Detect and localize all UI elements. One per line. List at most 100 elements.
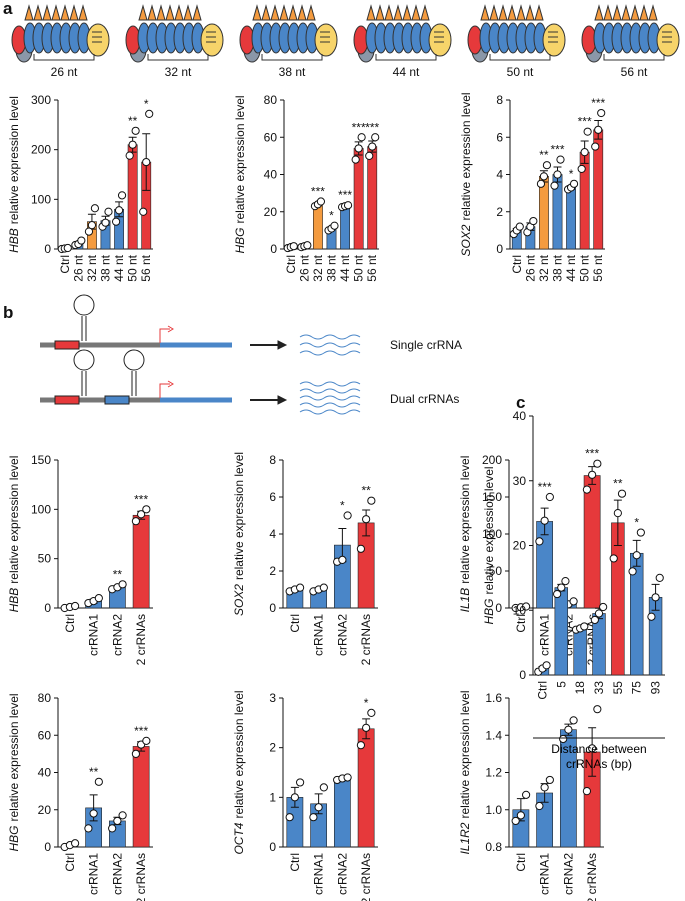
y-tick-label: 100 bbox=[31, 502, 51, 516]
significance: ** bbox=[89, 765, 99, 779]
y-tick-label: 0 bbox=[44, 242, 51, 256]
y-tick-label: 200 bbox=[31, 143, 51, 157]
shape bbox=[594, 4, 604, 21]
data-point bbox=[553, 170, 562, 179]
data-point bbox=[309, 813, 318, 822]
y-tick-label: 150 bbox=[482, 490, 502, 504]
data-point bbox=[90, 204, 100, 213]
data-point bbox=[536, 179, 546, 188]
data-point bbox=[580, 148, 589, 157]
shape bbox=[314, 23, 338, 57]
complex-diagram bbox=[125, 4, 224, 63]
data-point bbox=[559, 734, 568, 744]
significance: ** bbox=[113, 567, 123, 581]
y-tick-label: 0.8 bbox=[485, 840, 502, 854]
x-tick-label: crRNA1 bbox=[538, 853, 552, 895]
data-point bbox=[125, 151, 134, 160]
y-tick-label: 0 bbox=[270, 242, 277, 256]
x-tick-label: 55 bbox=[611, 681, 625, 695]
spacer-label: 38 nt bbox=[279, 65, 306, 79]
data-point bbox=[84, 227, 94, 236]
significance: * bbox=[569, 167, 574, 181]
shape bbox=[375, 4, 385, 21]
data-point bbox=[63, 243, 72, 253]
shape bbox=[534, 4, 544, 21]
y-label-text: relative expression level bbox=[233, 95, 247, 223]
panel-label: c bbox=[516, 393, 525, 412]
y-axis-label: SOX2 relative expression level bbox=[232, 452, 246, 616]
shape bbox=[516, 4, 526, 21]
bar bbox=[566, 187, 576, 250]
significance: *** bbox=[134, 492, 148, 506]
shape bbox=[366, 4, 376, 21]
shape bbox=[542, 23, 566, 57]
data-point bbox=[319, 783, 328, 792]
data-point bbox=[557, 583, 566, 592]
y-tick-label: 4 bbox=[269, 527, 276, 541]
x-tick-label: Ctrl bbox=[63, 614, 77, 633]
shape bbox=[156, 4, 166, 21]
shape bbox=[393, 4, 403, 21]
x-tick-label: Ctrl bbox=[288, 614, 302, 633]
shape bbox=[192, 4, 202, 21]
x-tick-label: 18 bbox=[573, 681, 587, 695]
y-tick-label: 0 bbox=[269, 840, 276, 854]
data-point bbox=[142, 157, 151, 167]
bar bbox=[333, 778, 351, 848]
data-point bbox=[87, 221, 97, 230]
data-point bbox=[137, 510, 146, 519]
x-tick-label: 2 crRNAs bbox=[359, 614, 373, 665]
data-point bbox=[356, 741, 365, 750]
data-point bbox=[131, 749, 140, 758]
significance: *** bbox=[134, 724, 148, 738]
x-tick-label: Ctrl bbox=[514, 853, 528, 872]
data-point bbox=[511, 816, 520, 826]
data-point bbox=[316, 197, 326, 206]
data-point bbox=[655, 573, 664, 582]
significance: ** bbox=[361, 484, 371, 498]
data-point bbox=[113, 816, 122, 826]
gene-name: SOX2 bbox=[232, 584, 246, 616]
y-tick-label: 0 bbox=[519, 668, 526, 682]
gene-name: IL1R2 bbox=[458, 822, 472, 854]
significance: *** bbox=[591, 96, 605, 110]
shape bbox=[51, 4, 61, 21]
data-point bbox=[550, 181, 559, 190]
shape bbox=[200, 23, 224, 57]
data-point bbox=[545, 775, 554, 785]
y-axis-label: OCT4 relative expression level bbox=[232, 690, 246, 854]
x-tick-label: 50 nt bbox=[352, 254, 366, 281]
x-tick-label: Ctrl bbox=[535, 681, 549, 700]
data-point bbox=[647, 612, 656, 621]
y-tick-label: 2 bbox=[496, 205, 503, 219]
x-tick-label: 2 crRNAs bbox=[359, 853, 373, 901]
data-point bbox=[632, 551, 641, 560]
data-point bbox=[542, 161, 552, 170]
data-point bbox=[553, 589, 562, 599]
spacer-label: 56 nt bbox=[621, 65, 648, 79]
shape bbox=[183, 4, 193, 21]
shape bbox=[261, 4, 271, 21]
y-tick-label: 50 bbox=[38, 552, 52, 566]
y-tick-label: 2 bbox=[269, 564, 276, 578]
data-point bbox=[577, 164, 586, 174]
significance: ** bbox=[539, 148, 549, 162]
y-tick-label: 1.6 bbox=[485, 691, 502, 705]
y-tick-label: 1 bbox=[269, 790, 276, 804]
y-tick-label: 0 bbox=[269, 601, 276, 615]
shape bbox=[507, 4, 517, 21]
data-point bbox=[590, 615, 599, 625]
data-point bbox=[371, 133, 380, 142]
y-tick-label: 20 bbox=[264, 205, 278, 219]
data-point bbox=[594, 125, 603, 134]
data-point bbox=[343, 511, 352, 520]
bracket bbox=[603, 54, 665, 61]
data-point bbox=[118, 811, 127, 820]
data-point bbox=[285, 813, 294, 822]
y-tick-label: 300 bbox=[31, 93, 51, 107]
data-point bbox=[104, 207, 113, 216]
data-point bbox=[296, 583, 305, 592]
data-point bbox=[77, 236, 86, 245]
x-tick-label: Ctrl bbox=[284, 255, 298, 274]
data-point bbox=[290, 793, 299, 802]
